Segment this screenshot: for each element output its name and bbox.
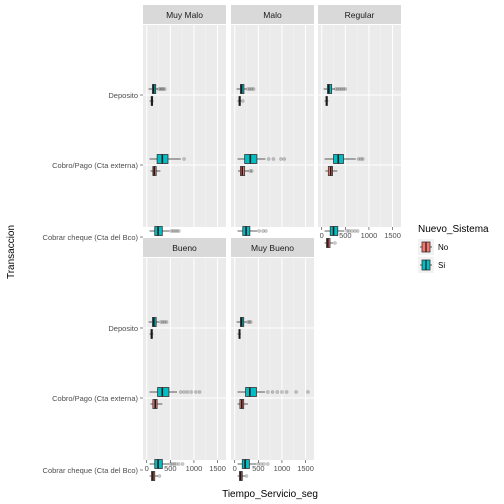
x-tick-label: 1000: [361, 231, 378, 240]
box-outlier: [271, 390, 274, 393]
x-tick-label: 500: [164, 464, 177, 473]
box-outlier: [190, 390, 193, 393]
panel-background: [143, 258, 226, 460]
box-outlier: [182, 390, 185, 393]
box-outlier: [266, 462, 269, 465]
box-outlier: [266, 390, 269, 393]
x-tick-label: 500: [252, 464, 265, 473]
facet-panel-regular: Regular 0 500 1000 1500: [318, 5, 401, 248]
x-tick-label: 0: [145, 464, 149, 473]
facet-panel-bueno: Bueno Deposito Cobro/Pago (Cta externa) Cob…: [43, 238, 226, 481]
legend-label: No: [438, 243, 449, 252]
box-body: [158, 388, 169, 397]
legend: No Si: [418, 239, 449, 273]
box-cobrar-cheque-cta-del-bco-no: [150, 472, 162, 481]
box-body: [246, 388, 257, 397]
facet-panels: Muy Malo Deposito Cobro/Pago (Cta externa)…: [43, 5, 401, 481]
y-tick-label: Cobrar cheque (Cta del Bco): [43, 233, 139, 242]
y-tick-label: Cobrar cheque (Cta del Bco): [43, 466, 139, 475]
box-outlier: [163, 87, 166, 90]
box-outlier: [177, 229, 180, 232]
x-tick-label: 1500: [297, 464, 314, 473]
box-outlier: [306, 390, 309, 393]
facet-panel-muy-bueno: Muy Bueno 0 500 1000 1500: [231, 238, 314, 481]
box-outlier: [165, 320, 168, 323]
box-outlier: [285, 390, 288, 393]
box-outlier: [245, 474, 248, 477]
panel-background: [231, 258, 314, 460]
box-outlier: [198, 390, 201, 393]
facet-strip-label: Muy Malo: [166, 10, 203, 20]
box-outlier: [279, 157, 282, 160]
box-outlier: [295, 390, 298, 393]
box-outlier: [249, 320, 252, 323]
y-axis-title: Transaccion: [6, 225, 17, 279]
x-axis-title: Tiempo_Servicio_seg: [222, 489, 318, 500]
legend-title: Nuevo_Sistema: [418, 224, 489, 235]
box-outlier: [344, 87, 347, 90]
box-outlier: [252, 87, 255, 90]
box-cobrar-cheque-cta-del-bco-si: [238, 227, 268, 236]
box-outlier: [272, 157, 275, 160]
box-outlier: [356, 229, 359, 232]
y-tick-label: Cobro/Pago (Cta externa): [52, 394, 138, 403]
box-outlier: [158, 474, 161, 477]
y-tick-label: Cobro/Pago (Cta externa): [52, 161, 138, 170]
panel-background: [143, 25, 226, 227]
x-tick-label: 1000: [274, 464, 291, 473]
facet-strip-label: Bueno: [172, 243, 197, 253]
facet-panel-muy-malo: Muy Malo Deposito Cobro/Pago (Cta externa)…: [43, 5, 226, 248]
box-outlier: [276, 390, 279, 393]
facet-strip-label: Regular: [345, 10, 375, 20]
facet-strip-label: Malo: [263, 10, 282, 20]
box-outlier: [264, 229, 267, 232]
box-outlier: [283, 157, 286, 160]
box-outlier: [194, 390, 197, 393]
legend-item-si: Si: [418, 257, 445, 273]
x-tick-label: 1500: [209, 464, 226, 473]
box-cobrar-cheque-cta-del-bco-no: [325, 239, 337, 248]
box-outlier: [333, 241, 336, 244]
box-cobrar-cheque-cta-del-bco-no: [238, 472, 249, 481]
y-tick-label: Deposito: [108, 324, 138, 333]
box-outlier: [181, 462, 184, 465]
box-outlier: [241, 99, 244, 102]
panel-background: [231, 25, 314, 227]
y-tick-label: Deposito: [108, 91, 138, 100]
box-outlier: [177, 462, 180, 465]
panel-background: [318, 25, 401, 227]
box-outlier: [280, 390, 283, 393]
legend-item-no: No: [418, 239, 449, 255]
box-outlier: [179, 390, 182, 393]
box-outlier: [250, 169, 253, 172]
x-tick-label: 500: [339, 231, 352, 240]
facet-panel-malo: Malo: [231, 5, 314, 248]
x-tick-label: 0: [233, 464, 237, 473]
box-outlier: [258, 229, 261, 232]
x-tick-label: 1000: [186, 464, 203, 473]
x-tick-label: 0: [320, 231, 324, 240]
box-cobrar-cheque-cta-del-bco-si: [150, 227, 181, 236]
facet-strip-label: Muy Bueno: [251, 243, 294, 253]
legend-label: Si: [438, 261, 445, 270]
box-outlier: [267, 157, 270, 160]
box-outlier: [186, 390, 189, 393]
box-outlier: [182, 157, 185, 160]
x-tick-label: 1500: [384, 231, 401, 240]
box-outlier: [361, 157, 364, 160]
